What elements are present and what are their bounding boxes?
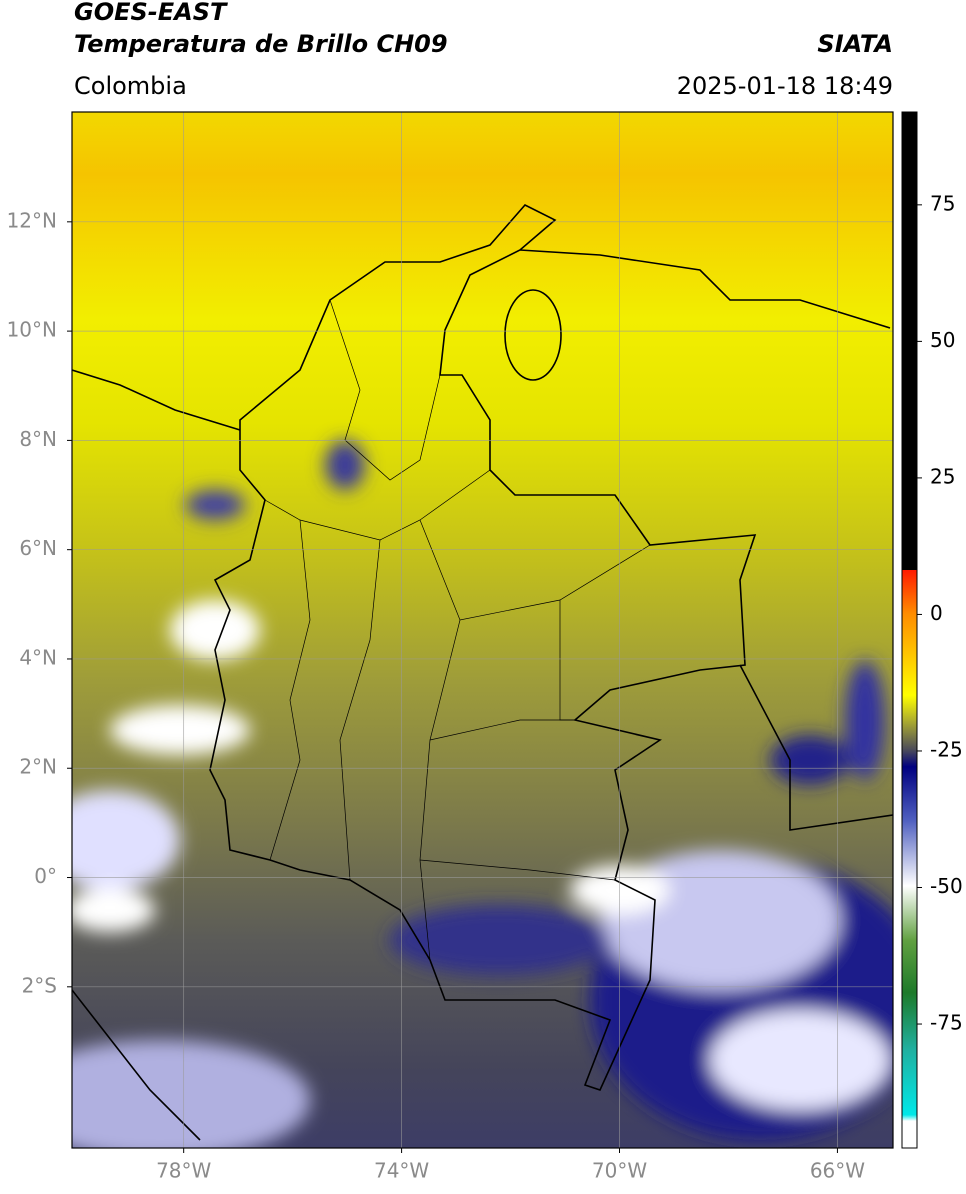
lat-tick-label: 0° <box>34 864 57 888</box>
colorbar-tick-label: -75 <box>930 1011 963 1035</box>
satellite-image <box>72 112 893 1148</box>
lon-tick-label: 66°W <box>810 1159 865 1183</box>
source: SIATA <box>817 30 893 58</box>
graticule <box>72 112 893 1148</box>
lat-tick-label: 2°N <box>19 755 57 779</box>
map-frame <box>71 111 894 1149</box>
department-borders <box>264 299 651 961</box>
colorbar-tick-label: 75 <box>930 191 955 215</box>
colorbar-tick-label: -25 <box>930 737 963 761</box>
colorbar-tick-label: -50 <box>930 874 963 898</box>
region: Colombia <box>74 72 187 100</box>
lon-tick-label: 70°W <box>592 1159 647 1183</box>
colorbar <box>901 111 918 1149</box>
product: Temperatura de Brillo CH09 <box>74 30 448 58</box>
colorbar-tick-label: 25 <box>930 464 955 488</box>
colorbar-tick-label: 50 <box>930 328 955 352</box>
lat-tick-label: 12°N <box>7 208 57 232</box>
lat-tick-label: 10°N <box>7 318 57 342</box>
datetime: 2025-01-18 18:49 <box>677 72 893 100</box>
lat-tick-label: 8°N <box>19 427 57 451</box>
lat-tick-label: 6°N <box>19 536 57 560</box>
cloud-tops <box>72 440 893 1148</box>
satellite: GOES-EAST <box>74 0 228 26</box>
lat-tick-label: 4°N <box>19 645 57 669</box>
lon-tick-label: 74°W <box>374 1159 429 1183</box>
lat-tick-label: 2°S <box>22 973 57 997</box>
colorbar-tick-label: 0 <box>930 601 943 625</box>
lon-tick-label: 78°W <box>156 1159 211 1183</box>
